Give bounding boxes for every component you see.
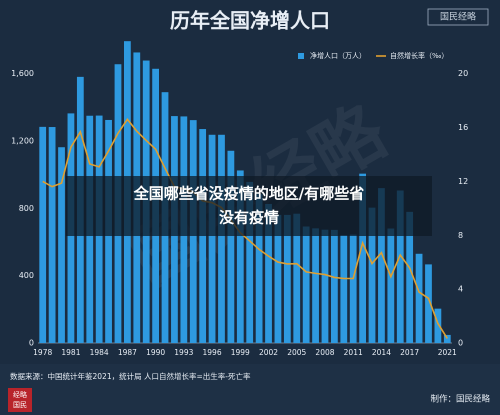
source: 数据来源：中国统计年鉴2021，统计局 人口自然增长率=出生率-死亡率 <box>10 371 251 381</box>
bar <box>312 228 319 343</box>
y-tick-label: 0 <box>29 339 34 348</box>
bar <box>396 190 404 343</box>
x-tick-label: 1978 <box>33 348 52 357</box>
x-tick-label: 2017 <box>400 348 419 357</box>
y-tick-label: 400 <box>19 271 34 280</box>
x-tick-label: 1999 <box>231 348 250 357</box>
x-tick-label: 2011 <box>344 348 363 357</box>
bar <box>265 203 272 343</box>
line <box>42 117 448 339</box>
footer <box>0 364 500 415</box>
x-tick-label: 1993 <box>174 348 193 357</box>
bar <box>48 127 56 343</box>
bar <box>208 134 216 343</box>
bar <box>58 147 65 343</box>
credit: 制作：国民经略 <box>430 394 490 405</box>
bar <box>39 126 47 343</box>
bar <box>349 234 357 343</box>
bar <box>274 214 282 343</box>
y-tick-label: 1,600 <box>11 69 34 78</box>
bar <box>218 134 225 343</box>
y2-tick-label: 4 <box>458 285 463 294</box>
bar <box>425 264 432 343</box>
bar <box>443 334 451 343</box>
overlay-band <box>66 176 432 236</box>
bar <box>368 207 376 343</box>
bar <box>387 228 395 343</box>
bar <box>406 211 414 343</box>
chart-title: 历年全国净增人口 <box>170 9 330 33</box>
bar <box>293 213 301 343</box>
x-tick-label: 2014 <box>372 348 391 357</box>
bar <box>321 229 329 343</box>
bar <box>378 188 385 343</box>
logo <box>8 388 32 412</box>
x-tick-label: 2021 <box>438 348 457 357</box>
legend-swatch <box>298 53 304 59</box>
y-tick-label: 800 <box>19 204 34 213</box>
watermark: 国民经略 <box>440 11 476 23</box>
bar <box>434 308 442 343</box>
bar <box>302 226 310 343</box>
bar <box>227 150 235 343</box>
bar <box>415 253 423 343</box>
bar <box>359 173 367 343</box>
y2-tick-label: 16 <box>458 123 468 132</box>
legend-label: 净增人口（万人） <box>310 51 366 60</box>
y-tick-label: 1,200 <box>11 137 34 146</box>
bar <box>255 194 263 343</box>
y2-tick-label: 12 <box>458 177 468 186</box>
x-tick-label: 2008 <box>315 348 334 357</box>
y2-tick-label: 0 <box>458 339 463 348</box>
overlay-title: 没有疫情 <box>219 209 279 227</box>
x-tick-label: 2002 <box>259 348 278 357</box>
x-tick-label: 1981 <box>61 348 80 357</box>
bar <box>199 129 207 343</box>
x-tick-label: 1987 <box>118 348 137 357</box>
bar <box>236 170 244 343</box>
y2-tick-label: 20 <box>458 69 468 78</box>
watermark-box <box>427 8 489 26</box>
x-tick-label: 1990 <box>146 348 165 357</box>
logo-text: 经略 <box>13 390 27 399</box>
bar <box>330 229 338 343</box>
x-tick-label: 2005 <box>287 348 306 357</box>
bar <box>246 181 254 343</box>
logo-text: 国民 <box>13 401 27 409</box>
overlay-title: 全国哪些省没疫情的地区/有哪些省 <box>133 185 364 203</box>
bar <box>283 214 291 343</box>
bar <box>340 235 348 343</box>
x-tick-label: 1996 <box>203 348 222 357</box>
x-tick-label: 1984 <box>90 348 109 357</box>
y2-tick-label: 8 <box>458 231 463 240</box>
legend-label: 自然增长率（‰） <box>390 51 448 60</box>
